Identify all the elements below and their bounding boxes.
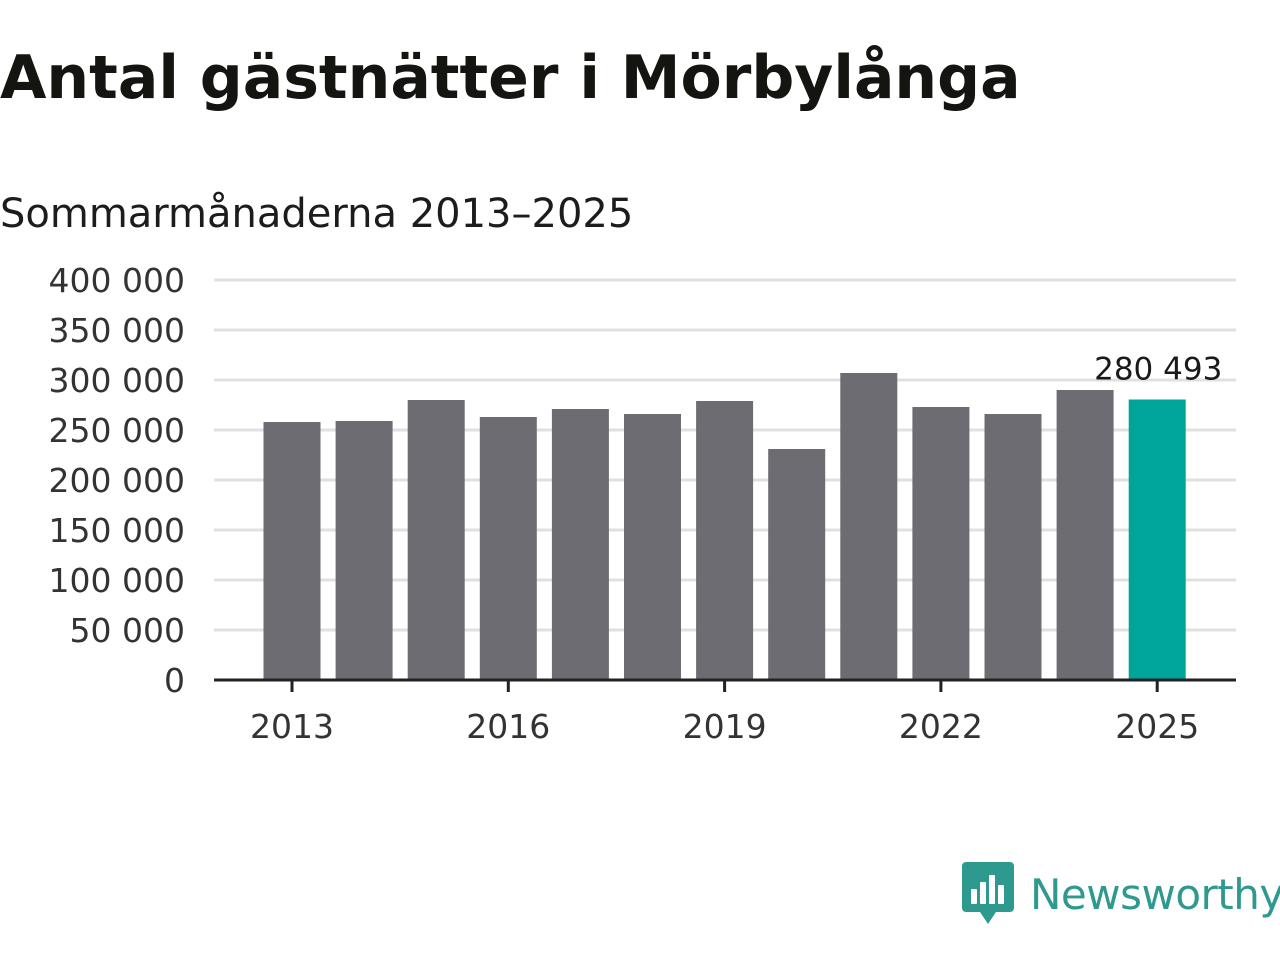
bar-2016 xyxy=(479,417,537,680)
bar-2017 xyxy=(551,409,609,680)
data-label-2025: 280 493 xyxy=(1094,352,1222,388)
y-tick-label: 50 000 xyxy=(70,611,185,650)
bar-chart: 0 50 000 100 000 150 000 200 000 250 000 300 0… xyxy=(49,261,1236,746)
chart-subtitle: Sommarmånaderna 2013–2025 xyxy=(0,191,634,237)
brand-name: Newsworthy xyxy=(1030,870,1280,919)
y-tick-label: 300 000 xyxy=(49,361,185,400)
y-axis-ticks: 0 50 000 100 000 150 000 200 000 250 000 300 0… xyxy=(49,261,185,700)
bar-2022 xyxy=(912,407,970,680)
y-tick-label: 100 000 xyxy=(49,561,185,600)
bars xyxy=(263,373,1186,680)
bar-2020 xyxy=(768,449,826,680)
newsworthy-logo: Newsworthy xyxy=(962,862,1280,928)
y-tick-label: 0 xyxy=(164,661,185,700)
chart-title: Antal gästnätter i Mörbylånga xyxy=(0,43,1021,113)
bar-2018 xyxy=(624,414,681,680)
bar-2021 xyxy=(840,373,898,680)
x-tick-label: 2013 xyxy=(250,707,334,746)
bar-2014 xyxy=(335,421,393,680)
bar-2025 xyxy=(1128,399,1186,680)
bar-2013 xyxy=(263,422,321,680)
bar-2024 xyxy=(1056,390,1114,680)
y-tick-label: 350 000 xyxy=(49,311,185,350)
bar-chart-speech-bubble-icon xyxy=(962,862,1014,924)
y-tick-label: 400 000 xyxy=(49,261,185,300)
bar-2023 xyxy=(984,414,1042,680)
x-tick-label: 2016 xyxy=(466,707,550,746)
y-tick-label: 150 000 xyxy=(49,511,185,550)
x-tick-label: 2025 xyxy=(1115,707,1199,746)
y-tick-label: 200 000 xyxy=(49,461,185,500)
data-labels: 280 493 xyxy=(1094,352,1222,388)
x-axis-ticks: 2013 2016 2019 2022 2025 xyxy=(250,680,1199,746)
y-tick-label: 250 000 xyxy=(49,411,185,450)
bar-2019 xyxy=(696,401,754,680)
x-tick-label: 2019 xyxy=(683,707,767,746)
bar-2015 xyxy=(407,400,465,680)
x-tick-label: 2022 xyxy=(899,707,983,746)
